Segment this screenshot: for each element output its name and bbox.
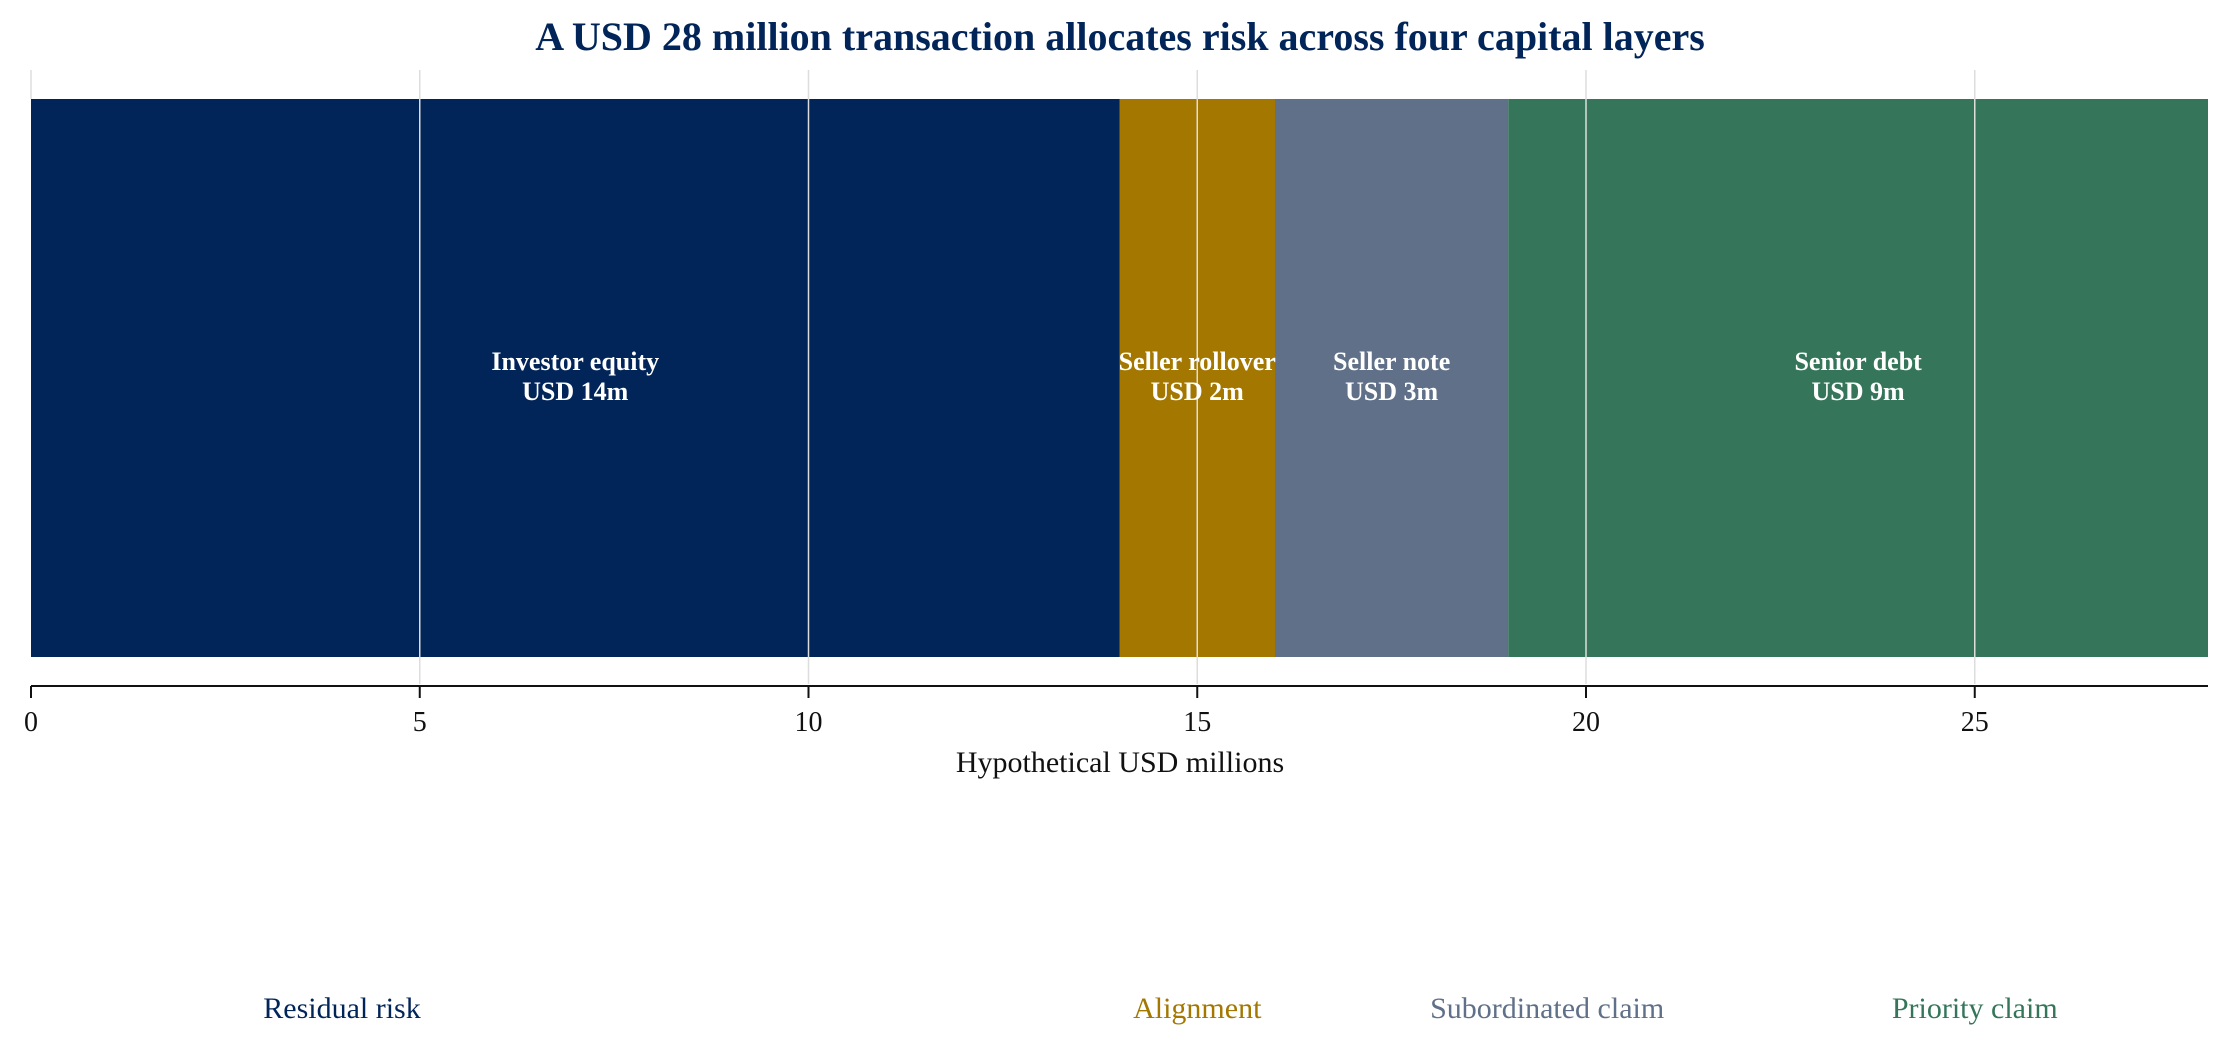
bar-value-label-investor-equity: USD 14m: [522, 377, 629, 406]
x-tick-label: 0: [24, 707, 38, 738]
x-tick-label: 10: [795, 707, 823, 738]
grid-layer: [30, 70, 1976, 684]
bar-segment-senior-debt: [1508, 99, 2208, 657]
category-annotations: Residual risk Alignment Subordinated claim…: [263, 992, 2057, 1025]
x-tick-label: 25: [1961, 707, 1989, 738]
annotation-residual-risk: Residual risk: [263, 992, 421, 1025]
x-axis-label: Hypothetical USD millions: [956, 746, 1284, 779]
bar-value-label-senior-debt: USD 9m: [1812, 377, 1906, 406]
bar-value-label-seller-rollover: USD 2m: [1151, 377, 1245, 406]
annotation-subordinated-claim: Subordinated claim: [1430, 992, 1664, 1025]
annotation-alignment: Alignment: [1133, 992, 1262, 1025]
bar-label-investor-equity: Investor equity: [491, 347, 659, 376]
bar-label-seller-note: Seller note: [1333, 347, 1450, 376]
x-tick-label: 20: [1572, 707, 1600, 738]
annotation-priority-claim: Priority claim: [1892, 992, 2058, 1025]
chart-title: A USD 28 million transaction allocates r…: [535, 14, 1705, 59]
bar-segment-seller-note: [1275, 99, 1509, 657]
bar-segment-investor-equity: [31, 99, 1120, 657]
x-axis: 0 5 10 15 20 25: [24, 685, 2208, 738]
x-tick-label: 5: [413, 707, 427, 738]
bars-layer: [31, 99, 2208, 657]
bar-label-seller-rollover: Seller rollover: [1119, 347, 1276, 376]
bar-label-senior-debt: Senior debt: [1794, 347, 1922, 376]
bar-value-label-seller-note: USD 3m: [1345, 377, 1439, 406]
x-tick-label: 15: [1183, 707, 1211, 738]
